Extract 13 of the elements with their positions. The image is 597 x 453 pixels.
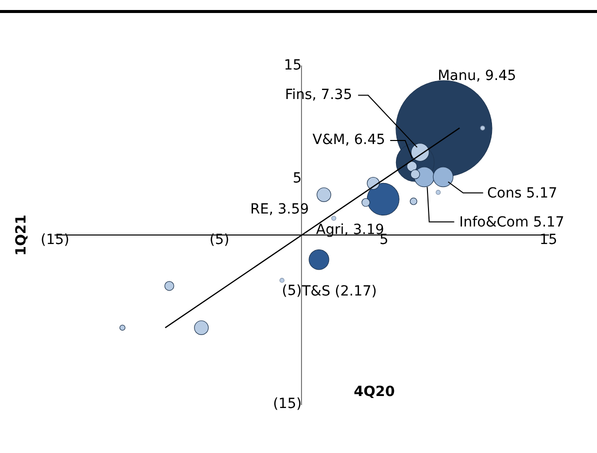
data-label: T&S (2.17) (300, 283, 377, 300)
data-label: Manu, 9.45 (438, 68, 516, 84)
data-label: Cons 5.17 (487, 186, 558, 202)
x-axis-title: 4Q20 (354, 384, 396, 400)
y-tick-label: 5 (292, 170, 302, 186)
data-label: Info&Com 5.17 (459, 214, 564, 231)
y-axis-title: 1Q21 (14, 214, 30, 256)
data-label: V&M, 6.45 (312, 132, 386, 148)
y-tick-label: (15) (272, 396, 302, 412)
data-label: Fins, 7.35 (284, 86, 352, 103)
y-tick-label: 15 (284, 58, 302, 74)
data-label: RE, 3.59 (250, 201, 309, 218)
y-tick-label: (5) (282, 283, 302, 300)
